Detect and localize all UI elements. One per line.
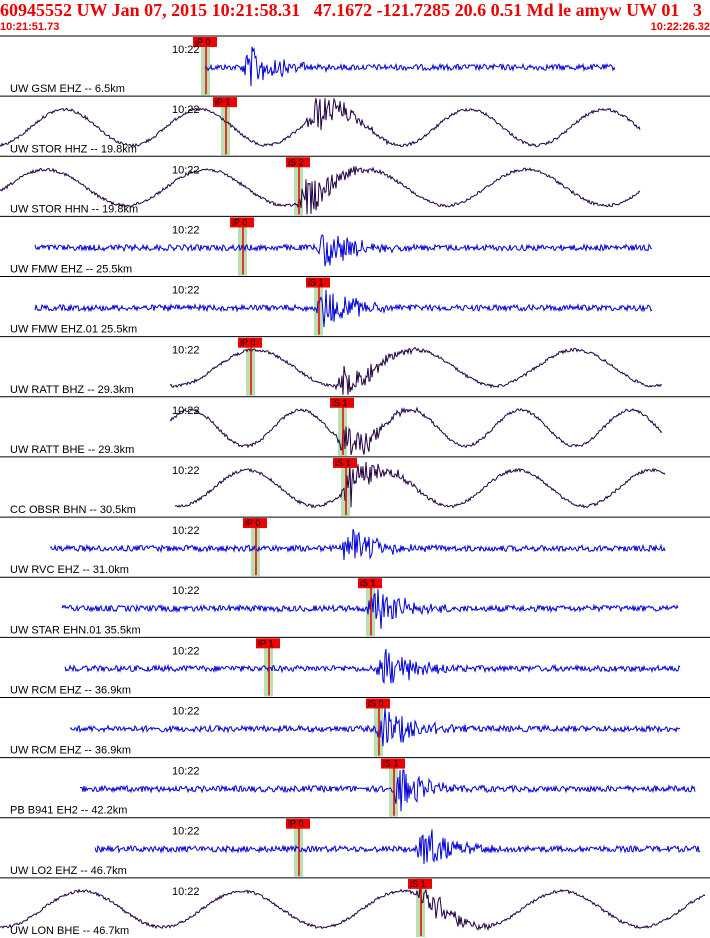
pick-label: iS 2: [288, 157, 304, 167]
pick-box: [193, 37, 217, 47]
trace-row: iP 0 10:22 UW RVC EHZ -- 31.0km: [0, 516, 710, 577]
waveform: [169, 346, 663, 395]
trace-row: iS 1 10:22 UW STAR EHN.01 35.5km: [0, 576, 710, 637]
tick-label: 10:22: [172, 44, 200, 56]
event-header: 60945552 UW Jan 07, 2015 10:21:58.31 47.…: [0, 0, 702, 20]
waveform: [61, 588, 679, 629]
trace-row: iS 1 10:22 UW RATT BHE -- 29.3km: [0, 396, 710, 456]
pick-label: iP 0: [232, 217, 247, 227]
pick-box: [243, 518, 267, 529]
waveform: [0, 887, 706, 932]
trace-label: UW RATT BHZ -- 29.3km: [10, 384, 134, 396]
pick-label: iS 1: [410, 879, 426, 889]
tick-label: 10:22: [172, 705, 200, 717]
trace-label: UW FMW EHZ -- 25.5km: [10, 264, 132, 276]
pick-label: iP 0: [195, 37, 210, 47]
trace-label: PB B941 EH2 -- 42.2km: [10, 805, 127, 817]
pick-box: [286, 818, 310, 829]
pick-label: iP 1: [215, 97, 230, 107]
tick-label: 10:22: [172, 585, 200, 597]
pick-box: [366, 698, 390, 709]
waveform: [174, 461, 666, 509]
trace-label: UW STAR EHN.01 35.5km: [10, 624, 141, 636]
tick-label: 10:22: [172, 164, 200, 176]
tick-label: 10:22: [172, 104, 200, 116]
tick-label: 10:22: [172, 826, 200, 838]
waveform: [204, 46, 616, 87]
waveform: [49, 529, 666, 561]
waveform: [0, 97, 641, 148]
pick-label: iS 0: [368, 698, 384, 708]
pick-box: [238, 337, 262, 348]
trace-row: iP 0 10:22 UW LO2 EHZ -- 46.7km: [0, 817, 710, 877]
pick-box: [381, 758, 405, 769]
waveform: [94, 829, 701, 865]
trace-label: UW LON BHE -- 46.7km: [10, 925, 129, 937]
waveform: [79, 769, 696, 812]
trace-label: UW GSM EHZ -- 6.5km: [10, 83, 125, 95]
end-time-label: 10:22:26.32: [650, 21, 710, 33]
waveform: [69, 707, 681, 747]
tick-label: 10:22: [172, 766, 200, 778]
pick-box: [358, 578, 382, 589]
pick-label: iS 1: [360, 578, 376, 588]
trace-row: iP 1 10:22 UW RCM EHZ -- 36.9km: [0, 636, 710, 697]
trace-label: CC OBSR BHN -- 30.5km: [10, 504, 136, 516]
trace-row: iS 1 10:22 CC OBSR BHN -- 30.5km: [0, 456, 710, 517]
pick-box: [286, 157, 310, 168]
trace-row: iP 1 10:22 UW STOR HHZ -- 19.8km: [0, 95, 710, 156]
trace-label: UW RCM EHZ -- 36.9km: [10, 745, 131, 757]
pick-label: iS 1: [308, 278, 324, 288]
trace-label: UW FMW EHZ.01 25.5km: [10, 324, 137, 336]
trace-row: iP 010:22 UW GSM EHZ -- 6.5km: [0, 35, 710, 96]
tick-label: 10:22: [172, 525, 200, 537]
trace-row: iS 1 10:22 UW LON BHE -- 46.7km: [0, 877, 710, 937]
trace-row: iP 0 10:22 UW FMW EHZ -- 25.5km: [0, 215, 710, 276]
pick-label: iP 0: [240, 338, 255, 348]
tick-label: 10:22: [172, 405, 200, 417]
tick-label: 10:22: [172, 645, 200, 657]
trace-label: UW RCM EHZ -- 36.9km: [10, 684, 131, 696]
pick-label: iS 1: [335, 458, 351, 468]
trace-row: iS 2 10:22 UW STOR HHN -- 19.8km: [0, 155, 710, 216]
pick-label: iS 1: [332, 398, 348, 408]
trace-row: iS 1 10:22 UW FMW EHZ.01 25.5km: [0, 276, 710, 336]
tick-label: 10:22: [172, 345, 200, 357]
pick-label: iS 1: [383, 759, 399, 769]
trace-row: iS 0 10:22 UW RCM EHZ -- 36.9km: [0, 696, 710, 757]
waveform: [34, 289, 653, 328]
trace-row: iS 1 10:22 PB B941 EH2 -- 42.2km: [0, 757, 710, 817]
waveform: [169, 406, 663, 456]
waveform: [64, 648, 681, 685]
pick-label: iP 1: [258, 638, 273, 648]
trace-label: UW STOR HHZ -- 19.8km: [10, 143, 137, 155]
tick-label: 10:22: [172, 886, 200, 898]
waveform: [0, 165, 641, 215]
pick-box: [330, 397, 354, 408]
trace-row: iP 0 10:22 UW RATT BHZ -- 29.3km: [0, 336, 710, 396]
trace-label: UW LO2 EHZ -- 46.7km: [10, 865, 127, 877]
pick-box: [333, 457, 357, 468]
tick-label: 10:22: [172, 465, 200, 477]
tick-label: 10:22: [172, 224, 200, 236]
trace-label: UW STOR HHN -- 19.8km: [10, 203, 138, 215]
waveform: [34, 234, 653, 267]
trace-label: UW RVC EHZ -- 31.0km: [10, 564, 129, 576]
start-time-label: 10:21:51.73: [0, 21, 60, 33]
pick-box: [306, 277, 330, 288]
pick-label: iP 0: [245, 518, 260, 528]
tick-label: 10:22: [172, 285, 200, 297]
pick-box: [256, 638, 280, 649]
pick-box: [213, 97, 237, 108]
pick-box: [408, 878, 432, 889]
pick-label: iP 0: [288, 819, 303, 829]
pick-box: [230, 217, 254, 228]
trace-label: UW RATT BHE -- 29.3km: [10, 444, 134, 456]
